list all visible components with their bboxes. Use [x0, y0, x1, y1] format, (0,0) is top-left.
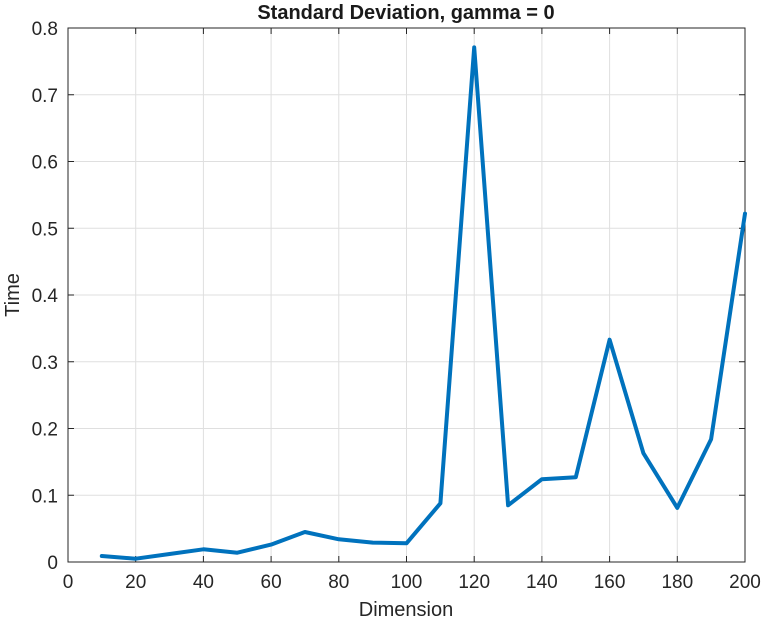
x-tick-label: 0: [63, 572, 74, 593]
y-tick-label: 0.5: [32, 219, 58, 240]
y-tick-label: 0.6: [32, 153, 58, 174]
x-axis-label: Dimension: [359, 599, 453, 620]
series-group: [99, 45, 747, 561]
chart-title: Standard Deviation, gamma = 0: [257, 2, 554, 24]
x-tick-label: 120: [458, 572, 490, 593]
y-tick-label: 0.1: [32, 486, 58, 507]
y-tick-label: 0.4: [32, 286, 59, 307]
x-tick-labels: 0 20 40 60 80 100 120 140 160 180 200: [63, 572, 761, 593]
x-tick-label: 80: [328, 572, 349, 593]
x-tick-label: 60: [261, 572, 282, 593]
x-tick-label: 20: [125, 572, 146, 593]
plot-frame: [67, 27, 746, 563]
x-tick-label: 100: [391, 572, 423, 593]
y-tick-label: 0.3: [32, 353, 58, 374]
y-tick-labels: 0 0.1 0.2 0.3 0.4 0.5 0.6 0.7 0.8: [32, 19, 59, 574]
y-tick-label: 0.2: [32, 420, 58, 441]
y-axis-label: Time: [2, 273, 24, 317]
y-tick-label: 0: [47, 553, 58, 574]
y-tick-label: 0.8: [32, 19, 58, 40]
x-tick-label: 200: [729, 572, 761, 593]
x-tick-label: 40: [193, 572, 214, 593]
x-tick-label: 180: [661, 572, 693, 593]
grid: [67, 27, 746, 563]
series-line-0: [99, 45, 747, 561]
x-tick-label: 140: [526, 572, 558, 593]
x-tick-label: 160: [594, 572, 626, 593]
y-tick-label: 0.7: [32, 86, 58, 107]
